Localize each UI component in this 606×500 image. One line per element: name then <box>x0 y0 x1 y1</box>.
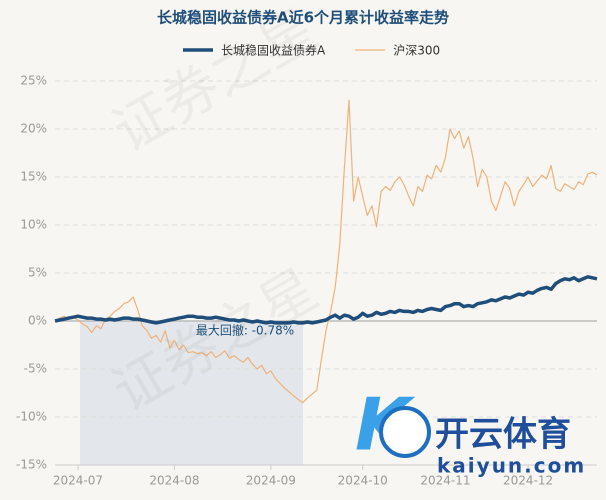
y-tick-label: -5% <box>24 362 47 376</box>
annotation: 最大回撤: -0.78% <box>196 323 294 338</box>
y-tick-label: 25% <box>20 74 47 88</box>
x-tick-label: 2024-09 <box>246 474 296 488</box>
watermark: kaiyun.com <box>437 454 586 478</box>
plot-area: -15% -10% -5% 0% 5% 10% 15% 20% 25% 2024-07 2024-0… <box>16 48 598 488</box>
x-tick-label: 2024-11 <box>420 474 470 488</box>
series-line <box>54 99 598 404</box>
drawdown-area <box>80 321 303 465</box>
watermark: 开云体育 <box>435 415 571 455</box>
chart-title: 长城稳固收益债券A近6个月累计收益率走势 <box>157 9 449 27</box>
x-tick-label: 2024-10 <box>338 474 388 488</box>
y-tick-label: -15% <box>16 458 47 472</box>
y-tick-label: 15% <box>20 170 47 184</box>
y-tick-label: 5% <box>28 266 47 280</box>
y-tick-label: -10% <box>16 410 47 424</box>
x-tick-label: 2024-07 <box>53 474 103 488</box>
series-line <box>54 275 598 325</box>
legend-label: 沪深300 <box>393 44 440 58</box>
x-tick-label: 2024-12 <box>503 474 553 488</box>
legend-label: 长城稳固收益债券A <box>221 43 326 58</box>
logo: K 开云体育 kaiyun.com <box>355 383 586 478</box>
y-tick-label: 10% <box>20 218 47 232</box>
y-tick-label: 0% <box>28 314 47 328</box>
y-tick-label: 20% <box>20 122 47 136</box>
x-tick-label: 2024-08 <box>149 474 199 488</box>
logo-ball <box>379 406 431 458</box>
